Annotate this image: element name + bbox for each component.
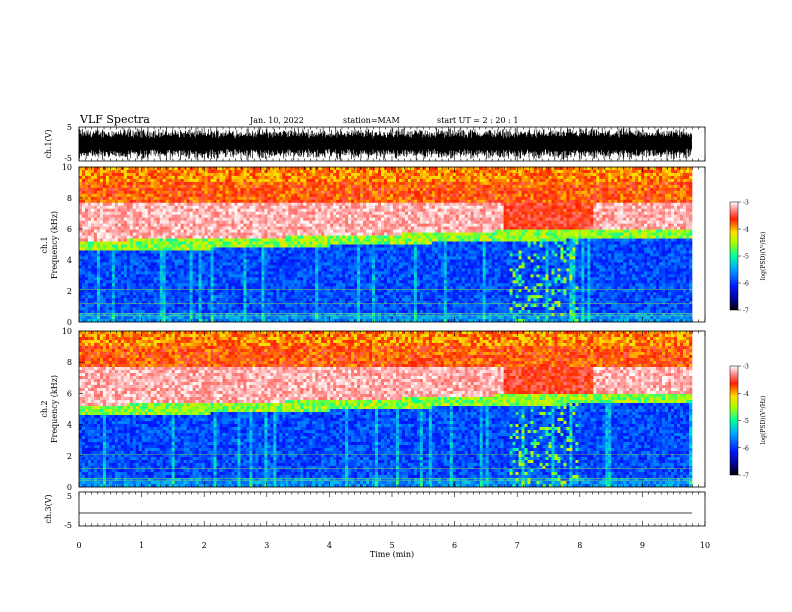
x-axis-tick-labels: 0 1 2 3 4 5 6 7 8 9 10 [76, 541, 710, 550]
spectrogram-image-ch2 [79, 331, 705, 487]
ylabel-ch3-waveform: ch.3(V) [44, 494, 53, 523]
y-tick-label: 4 [67, 421, 72, 430]
colorbar-tick-label: -6 [743, 445, 749, 452]
colorbar-label-ch1: log(PSD)(V²/Hz) [760, 232, 767, 281]
y-tick-label: 10 [62, 163, 72, 172]
y-tick-label: 8 [67, 358, 72, 367]
ylabel-spec1-line2: Frequency (kHz) [50, 211, 59, 279]
ytick-ch1-bottom: -5 [64, 154, 72, 163]
colorbar-tick-label: -5 [743, 254, 749, 261]
colorbar-ch1: -3 -4 -5 -6 -7 log(PSD)(V²/Hz) [730, 200, 767, 315]
waveform-panel-ch1: 5 -5 ch.1(V) [44, 123, 705, 163]
colorbar-tick-label: -6 [743, 281, 749, 288]
x-tick-label: 9 [640, 541, 645, 550]
y-tick-label: 2 [67, 287, 72, 296]
y-tick-label: 0 [67, 318, 72, 327]
ylabel-ch1-waveform: ch.1(V) [44, 129, 53, 158]
colorbar-tick-label: -4 [743, 391, 749, 398]
x-tick-label: 6 [452, 541, 457, 550]
colorbar-tick-label: -3 [743, 364, 749, 371]
x-tick-label: 2 [202, 541, 207, 550]
station-label: station=MAM [343, 116, 400, 125]
ylabel-spec2-line2: Frequency (kHz) [50, 375, 59, 443]
spectrogram-panel-ch1: 0 2 4 6 8 10 ch.1 Frequency (kHz) [40, 163, 705, 327]
x-tick-label: 0 [76, 541, 81, 550]
x-tick-label: 7 [515, 541, 520, 550]
ylabel-spec1-line1: ch.1 [40, 236, 49, 253]
x-tick-label: 3 [264, 541, 269, 550]
x-tick-label: 4 [327, 541, 332, 550]
colorbar-ticks-ch2: -3 -4 -5 -6 -7 [738, 364, 749, 480]
date-label: Jan. 10, 2022 [249, 116, 304, 125]
start-ut-label: start UT = 2 : 20 : 1 [437, 116, 518, 125]
colorbar-tick-label: -4 [743, 227, 749, 234]
waveform-panel-ch3: 5 -5 ch.3(V) [44, 492, 705, 530]
colorbar-tick-label: -5 [743, 418, 749, 425]
x-axis-label: Time (min) [370, 550, 414, 559]
y-tick-label: 6 [67, 225, 72, 234]
ylabel-spec2-line1: ch.2 [40, 400, 49, 417]
y-tick-label: 10 [62, 327, 72, 336]
colorbar-tick-label: -7 [743, 473, 749, 480]
x-tick-label: 5 [389, 541, 394, 550]
colorbar-tick-label: -3 [743, 200, 749, 207]
colorbar-ch2: -3 -4 -5 -6 -7 log(PSD)(V²/Hz) [730, 364, 767, 480]
ytick-ch3-top: 5 [67, 492, 72, 501]
spectrogram-panel-ch2: 0 2 4 6 8 10 ch.2 Frequency (kHz) [40, 327, 705, 492]
y-tick-label: 4 [67, 256, 72, 265]
y-tick-label: 6 [67, 389, 72, 398]
y-tick-label: 8 [67, 194, 72, 203]
y-tick-label: 0 [67, 483, 72, 492]
ytick-ch1-top: 5 [67, 123, 72, 132]
spectrogram-image-ch1 [79, 167, 705, 322]
y-tick-label: 2 [67, 452, 72, 461]
x-tick-label: 10 [700, 541, 710, 550]
colorbar-ticks-ch1: -3 -4 -5 -6 -7 [738, 200, 749, 315]
colorbar-tick-label: -7 [743, 308, 749, 315]
colorbar-label-ch2: log(PSD)(V²/Hz) [760, 396, 767, 445]
x-tick-label: 8 [577, 541, 582, 550]
ytick-ch3-bottom: -5 [64, 521, 72, 530]
vlf-figure: VLF Spectra Jan. 10, 2022 station=MAM st… [0, 0, 792, 612]
x-tick-label: 1 [139, 541, 144, 550]
figure-title: VLF Spectra [79, 113, 150, 126]
